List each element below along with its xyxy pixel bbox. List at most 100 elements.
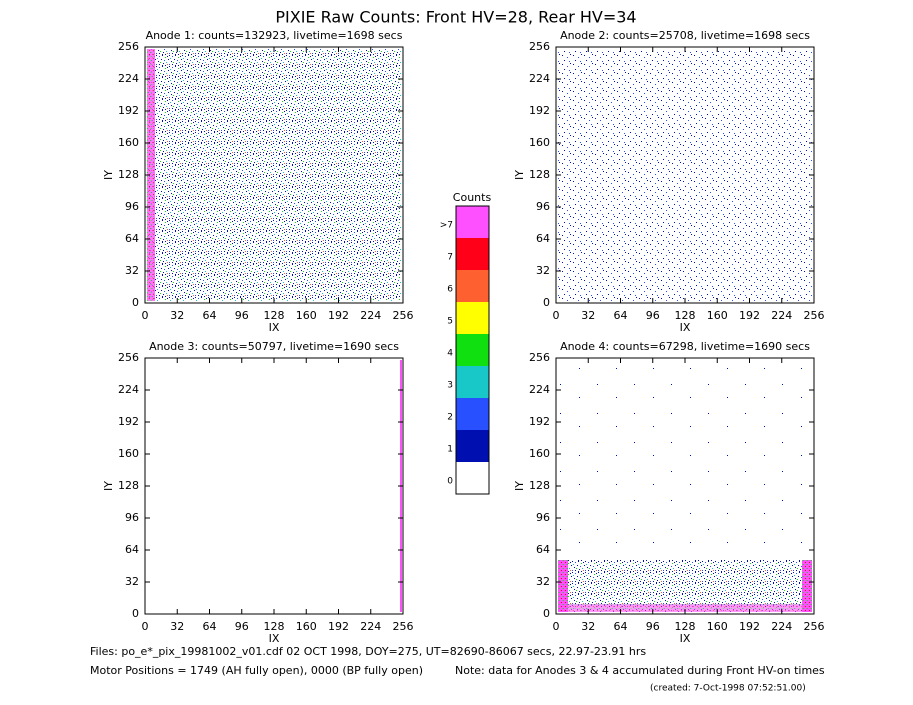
y-tick-label: 0 [543, 607, 550, 620]
y-tick-label: 96 [536, 200, 550, 213]
y-tick-label: 96 [125, 200, 139, 213]
colorbar-label: 7 [447, 253, 453, 263]
x-tick-label: 0 [553, 309, 560, 322]
y-tick-label: 0 [132, 296, 139, 309]
y-tick-label: 192 [118, 104, 139, 117]
y-tick-label: 96 [125, 511, 139, 524]
x-tick-label: 160 [707, 309, 728, 322]
colorbar-cell [456, 238, 489, 270]
colorbar-cell [456, 270, 489, 302]
y-tick-label: 256 [118, 40, 139, 53]
y-tick-label: 32 [125, 264, 139, 277]
x-tick-label: 160 [296, 309, 317, 322]
colorbar-cell [456, 462, 489, 494]
x-tick-label: 160 [707, 620, 728, 633]
colorbar-cell [456, 206, 489, 238]
colorbar-cell [456, 430, 489, 462]
image-texture [558, 560, 568, 612]
footer-created: (created: 7-Oct-1998 07:52:51.00) [650, 684, 806, 694]
y-tick-label: 128 [529, 168, 550, 181]
image-texture [558, 560, 812, 612]
y-axis-label: IY [513, 481, 526, 491]
x-tick-label: 64 [203, 620, 217, 633]
y-tick-label: 32 [536, 575, 550, 588]
panel-title: Anode 2: counts=25708, livetime=1698 sec… [560, 29, 810, 42]
x-tick-label: 32 [581, 620, 595, 633]
x-tick-label: 64 [614, 309, 628, 322]
x-tick-label: 224 [360, 309, 381, 322]
y-tick-label: 160 [118, 447, 139, 460]
x-tick-label: 96 [646, 620, 660, 633]
y-tick-label: 160 [529, 136, 550, 149]
figure-title: PIXIE Raw Counts: Front HV=28, Rear HV=3… [275, 8, 636, 27]
x-tick-label: 96 [235, 620, 249, 633]
y-axis-label: IY [513, 170, 526, 180]
x-axis-label: IX [269, 632, 280, 645]
x-tick-label: 128 [675, 620, 696, 633]
panel-title: Anode 3: counts=50797, livetime=1690 sec… [149, 340, 399, 353]
y-tick-label: 0 [132, 607, 139, 620]
y-tick-label: 64 [536, 232, 550, 245]
y-tick-label: 64 [125, 543, 139, 556]
x-tick-label: 256 [804, 309, 825, 322]
y-tick-label: 256 [529, 40, 550, 53]
y-tick-label: 192 [529, 415, 550, 428]
x-tick-label: 32 [581, 309, 595, 322]
x-tick-label: 224 [771, 620, 792, 633]
footer-files: Files: po_e*_pix_19981002_v01.cdf 02 OCT… [90, 645, 646, 658]
x-axis-label: IX [680, 632, 691, 645]
y-tick-label: 160 [529, 447, 550, 460]
colorbar-label: 1 [447, 445, 453, 455]
y-tick-label: 224 [118, 383, 139, 396]
x-tick-label: 256 [393, 309, 414, 322]
colorbar-label: 2 [447, 413, 453, 423]
colorbar-label: >7 [440, 221, 453, 231]
y-tick-label: 64 [536, 543, 550, 556]
y-tick-label: 128 [529, 479, 550, 492]
y-tick-label: 256 [118, 351, 139, 364]
y-tick-label: 96 [536, 511, 550, 524]
y-tick-label: 192 [118, 415, 139, 428]
x-tick-label: 192 [739, 309, 760, 322]
x-tick-label: 64 [203, 309, 217, 322]
x-tick-label: 256 [804, 620, 825, 633]
colorbar-cell [456, 366, 489, 398]
y-tick-label: 224 [529, 383, 550, 396]
footer-note: Note: data for Anodes 3 & 4 accumulated … [455, 664, 825, 677]
image-texture [558, 49, 812, 301]
panel-title: Anode 4: counts=67298, livetime=1690 sec… [560, 340, 810, 353]
colorbar-cell [456, 302, 489, 334]
colorbar-frame [455, 205, 490, 495]
x-tick-label: 256 [393, 620, 414, 633]
x-tick-label: 192 [328, 620, 349, 633]
image-texture [558, 360, 812, 558]
y-axis-label: IY [102, 170, 115, 180]
panel-title: Anode 1: counts=132923, livetime=1698 se… [146, 29, 403, 42]
x-tick-label: 128 [264, 620, 285, 633]
x-tick-label: 128 [264, 309, 285, 322]
x-tick-label: 96 [235, 309, 249, 322]
colorbar-cell [456, 398, 489, 430]
colorbar-label: 3 [447, 381, 453, 391]
x-tick-label: 0 [142, 620, 149, 633]
y-tick-label: 0 [543, 296, 550, 309]
y-tick-label: 160 [118, 136, 139, 149]
colorbar-label: 6 [447, 285, 453, 295]
x-tick-label: 32 [170, 620, 184, 633]
x-tick-label: 224 [771, 309, 792, 322]
image-texture [568, 604, 802, 612]
x-tick-label: 0 [553, 620, 560, 633]
x-tick-label: 96 [646, 309, 660, 322]
y-tick-label: 32 [536, 264, 550, 277]
y-tick-label: 224 [118, 72, 139, 85]
colorbar-label: 0 [447, 477, 453, 487]
image-texture [802, 560, 812, 612]
y-tick-label: 128 [118, 168, 139, 181]
x-tick-label: 128 [675, 309, 696, 322]
y-tick-label: 256 [529, 351, 550, 364]
x-tick-label: 32 [170, 309, 184, 322]
colorbar-label: 4 [447, 349, 453, 359]
x-tick-label: 224 [360, 620, 381, 633]
